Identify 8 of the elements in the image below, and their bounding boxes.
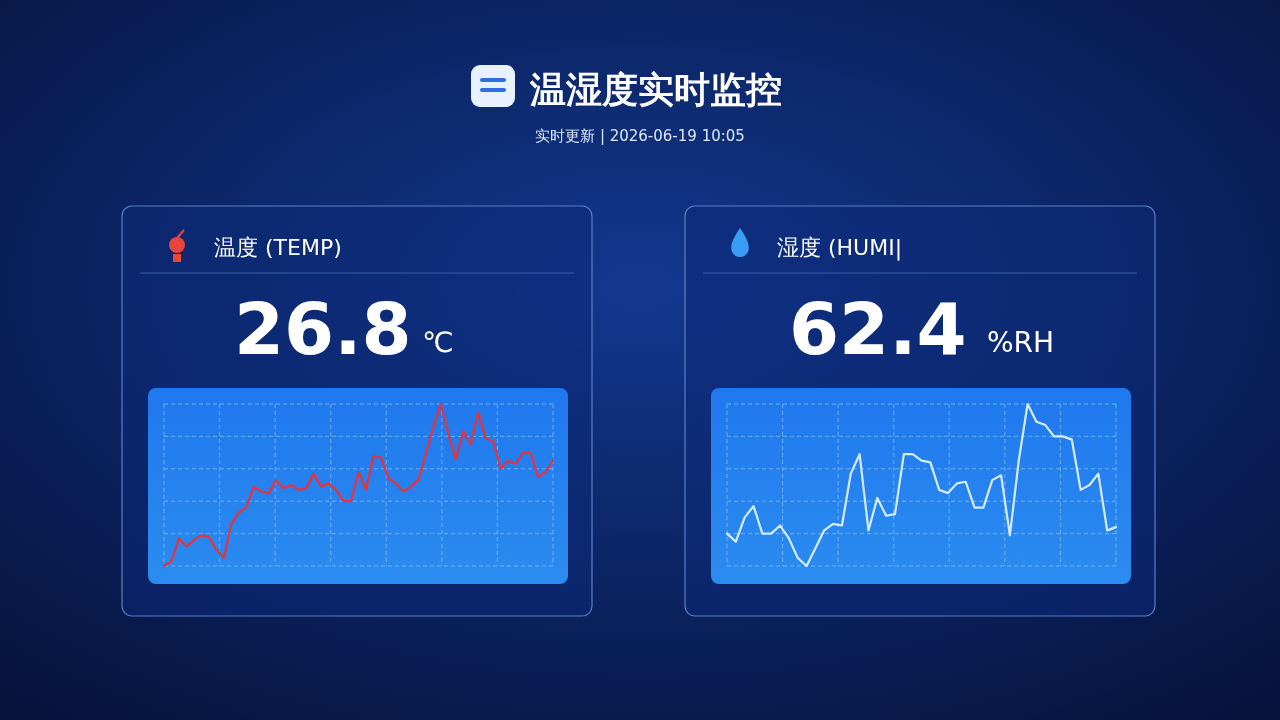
text: %RH — [987, 326, 1055, 359]
text: 温湿度实时监控 — [529, 69, 782, 110]
text: ℃ — [422, 326, 454, 359]
chart-title: 温度 (TEMP) — [214, 235, 342, 260]
text: 26.8 — [234, 287, 412, 371]
text: 62.4 — [789, 287, 967, 371]
chart-title: 湿度 (HUMI| — [777, 235, 903, 261]
text: 实时更新 | 2026-06-19 10:05 — [535, 127, 745, 145]
